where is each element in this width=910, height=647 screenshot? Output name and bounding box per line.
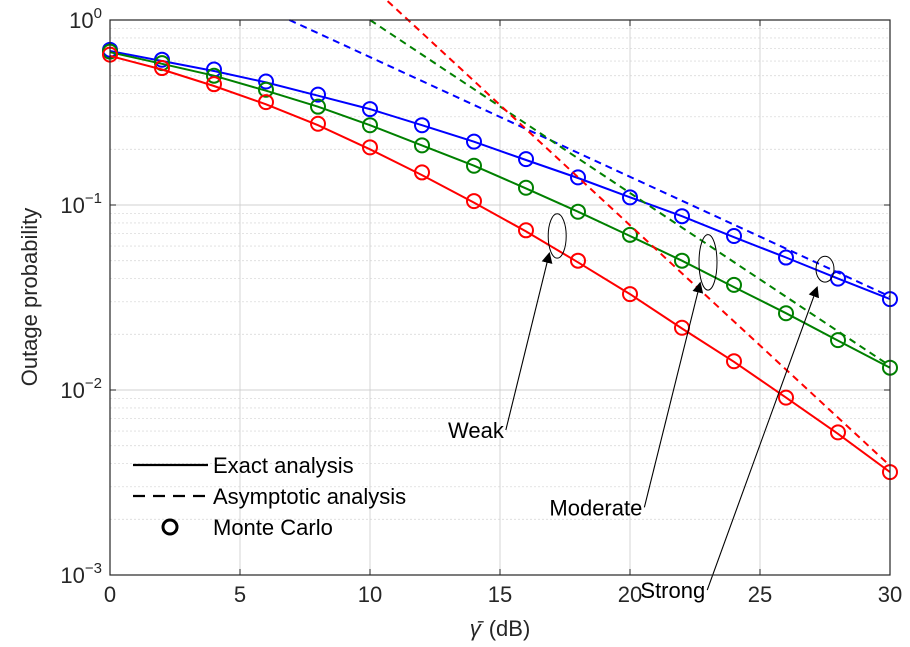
asymptotic-analysis-line [384, 0, 891, 467]
y-tick-label: 10−2 [60, 375, 102, 403]
annotation-label: Moderate [549, 495, 642, 520]
monte-carlo-marker [726, 276, 742, 293]
monte-carlo-marker [622, 189, 638, 206]
x-tick-label: 0 [104, 582, 116, 607]
monte-carlo-marker [778, 305, 794, 322]
monte-carlo-marker [414, 137, 430, 154]
annotations: Weak Moderate Strong [448, 213, 835, 603]
monte-carlo-marker [310, 86, 326, 103]
legend-label: Asymptotic analysis [213, 484, 406, 509]
annotation-ellipse [698, 234, 718, 291]
y-tick-label: 100 [69, 5, 102, 33]
monte-carlo-marker [518, 151, 534, 168]
legend-marker [161, 518, 179, 536]
annotation-arrow [505, 251, 553, 431]
y-tick-base: 10 [60, 563, 84, 588]
annotation-ellipse [547, 213, 567, 259]
y-tick-exponent: −3 [85, 560, 102, 577]
asymptotic-analysis-line [369, 19, 891, 367]
y-tick-exponent: 0 [94, 5, 102, 22]
monte-carlo-marker [206, 76, 222, 93]
monte-carlo-marker [258, 73, 274, 90]
annotation-label: Weak [448, 418, 505, 443]
annotation-arrow [643, 281, 704, 508]
series-layer [102, 0, 898, 481]
asymptotic-analysis-line [288, 19, 891, 298]
monte-carlo-marker [362, 101, 378, 118]
x-tick-label: 25 [748, 582, 772, 607]
y-tick-base: 10 [69, 8, 93, 33]
monte-carlo-marker [778, 249, 794, 266]
y-tick-exponent: −2 [85, 375, 102, 392]
monte-carlo-marker [362, 117, 378, 134]
y-tick-label: 10−3 [60, 560, 102, 588]
x-tick-label: 5 [234, 582, 246, 607]
monte-carlo-marker [622, 286, 638, 303]
monte-carlo-marker [570, 252, 586, 269]
monte-carlo-marker [466, 193, 482, 210]
monte-carlo-marker [830, 424, 846, 441]
monte-carlo-marker [258, 94, 274, 111]
annotation-label: Strong [640, 578, 705, 603]
annotation-ellipse [815, 255, 835, 283]
monte-carlo-marker [362, 139, 378, 156]
monte-carlo-marker [726, 353, 742, 370]
monte-carlo-marker [466, 133, 482, 150]
monte-carlo-marker [622, 226, 638, 243]
monte-carlo-marker [466, 157, 482, 174]
monte-carlo-marker [570, 203, 586, 220]
monte-carlo-marker [414, 164, 430, 181]
annotation-arrow [706, 286, 819, 591]
monte-carlo-marker [414, 117, 430, 134]
monte-carlo-marker [310, 98, 326, 115]
monte-carlo-marker [726, 227, 742, 244]
y-tick-base: 10 [60, 378, 84, 403]
y-axis-label: Outage probability [17, 208, 42, 387]
y-tick-exponent: −1 [85, 190, 102, 207]
monte-carlo-marker [310, 115, 326, 132]
monte-carlo-marker [570, 169, 586, 186]
x-axis-symbol: γ̄ [470, 616, 485, 641]
legend-label: Exact analysis [213, 453, 354, 478]
monte-carlo-marker [674, 208, 690, 225]
x-tick-label: 10 [358, 582, 382, 607]
x-tick-label: 15 [488, 582, 512, 607]
monte-carlo-marker [830, 332, 846, 349]
x-axis-unit: (dB) [489, 616, 531, 641]
exact-analysis-line [109, 50, 891, 301]
legend-label: Monte Carlo [213, 515, 333, 540]
exact-analysis-line [109, 54, 891, 473]
monte-carlo-marker [154, 60, 170, 77]
monte-carlo-marker [518, 179, 534, 196]
y-tick-label: 10−1 [60, 190, 102, 218]
monte-carlo-marker [258, 81, 274, 98]
monte-carlo-marker [206, 67, 222, 84]
legend: Exact analysis Asymptotic analysis Monte C… [133, 453, 406, 540]
x-axis-label: γ̄ (dB) [470, 616, 531, 641]
monte-carlo-marker [674, 252, 690, 269]
exact-analysis-line [109, 51, 891, 369]
monte-carlo-marker [778, 389, 794, 406]
y-tick-base: 10 [60, 193, 84, 218]
x-tick-label: 30 [878, 582, 902, 607]
x-tick-label: 20 [618, 582, 642, 607]
monte-carlo-marker [518, 222, 534, 239]
